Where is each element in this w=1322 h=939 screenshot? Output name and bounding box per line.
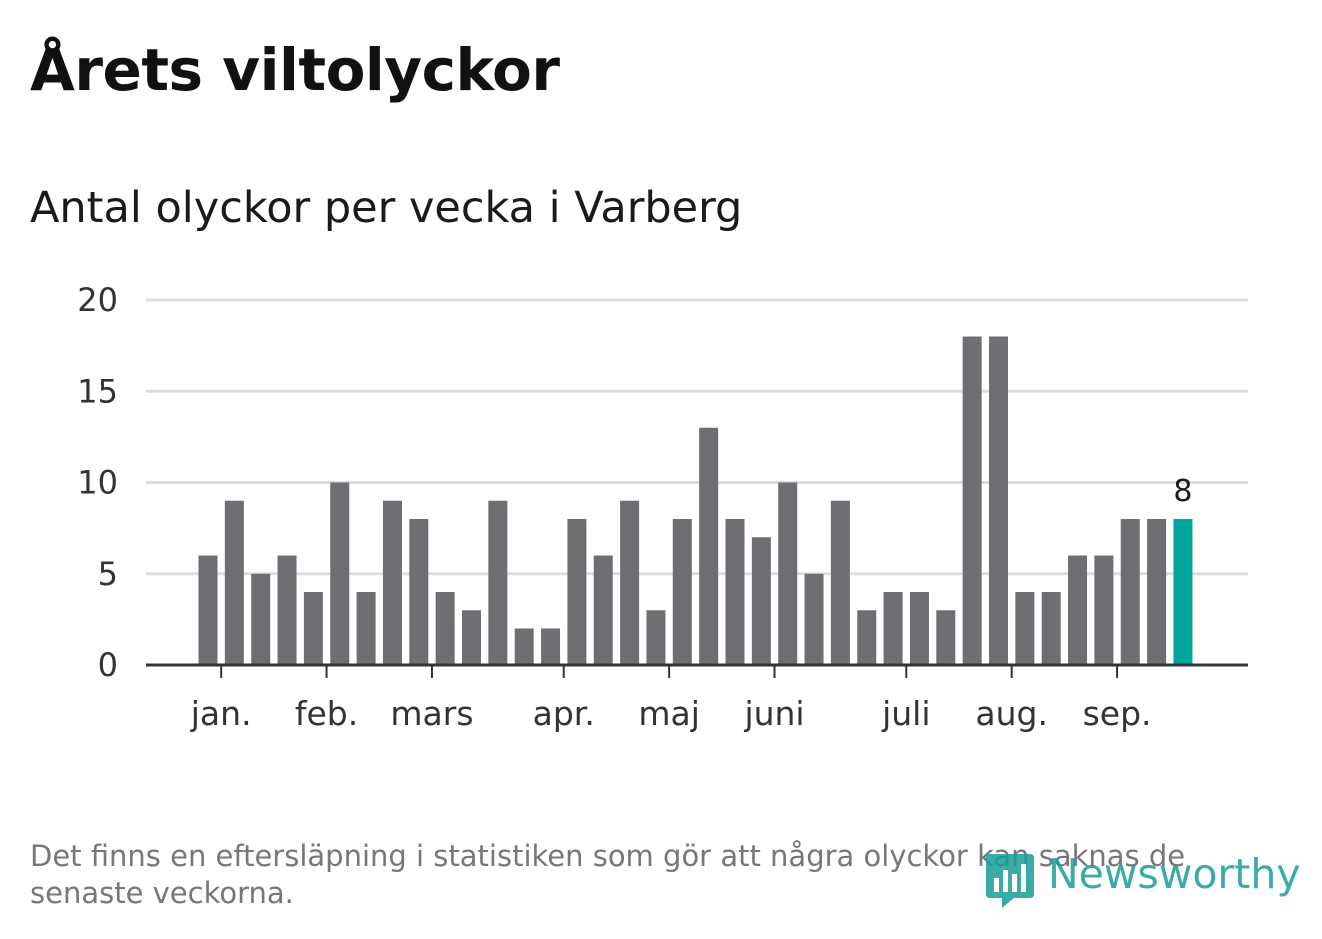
bar-chart-logo-icon: [986, 854, 1034, 908]
bar: [1068, 555, 1088, 665]
y-tick-label: 5: [98, 555, 118, 593]
bar: [462, 610, 481, 665]
bar: [936, 610, 956, 665]
bar: [699, 427, 719, 665]
y-tick-label: 20: [77, 281, 118, 319]
y-tick-label: 0: [98, 646, 118, 684]
bar: [962, 336, 982, 665]
bar: [1015, 592, 1035, 665]
bar: [672, 519, 692, 665]
bar-highlight: [1173, 519, 1193, 665]
bar: [409, 519, 429, 665]
bar: [857, 610, 877, 665]
bar: [277, 555, 297, 665]
x-tick-label: jan.: [190, 694, 252, 733]
bar: [1120, 519, 1140, 665]
bar: [751, 537, 771, 665]
bar: [909, 592, 929, 665]
x-tick-label: mars: [390, 694, 473, 733]
bar: [224, 500, 244, 665]
bar: [488, 500, 508, 665]
bar: [1147, 519, 1167, 665]
bar: [725, 519, 745, 665]
bar: [251, 573, 271, 665]
bar: [620, 500, 640, 665]
bar: [593, 555, 613, 665]
bar: [356, 592, 376, 665]
y-tick-label: 10: [77, 464, 118, 502]
chart-subtitle: Antal olyckor per vecka i Varberg: [30, 183, 743, 233]
x-tick-label: juni: [743, 694, 804, 733]
x-tick-label: apr.: [533, 694, 595, 733]
bar: [541, 628, 561, 665]
bar: [567, 519, 587, 665]
bar: [989, 336, 1008, 665]
x-tick-label: juli: [881, 694, 930, 733]
bar: [883, 592, 903, 665]
highlight-value-label: 8: [1173, 474, 1192, 509]
bar: [804, 573, 824, 665]
bar: [303, 592, 323, 665]
bar-chart: 0 5 10 15 20 8 jan. feb. mars apr. maj juni juli aug.…: [77, 281, 1248, 733]
bar: [330, 482, 350, 665]
bar: [646, 610, 666, 665]
bar: [198, 555, 218, 665]
brand-name: Newsworthy: [1048, 850, 1301, 898]
chart-title: Årets viltolyckor: [30, 36, 560, 104]
x-tick-label: maj: [638, 694, 700, 733]
newsworthy-logo: Newsworthy: [980, 848, 1301, 912]
bar: [778, 482, 798, 665]
bar: [1041, 592, 1061, 665]
x-tick-label: aug.: [975, 694, 1048, 733]
bar: [830, 500, 850, 665]
x-tick-label: feb.: [295, 694, 358, 733]
bar: [514, 628, 534, 665]
bar: [435, 592, 455, 665]
y-tick-label: 15: [77, 372, 118, 410]
bar: [1094, 555, 1114, 665]
x-tick-label: sep.: [1083, 694, 1152, 733]
bar: [382, 500, 402, 665]
